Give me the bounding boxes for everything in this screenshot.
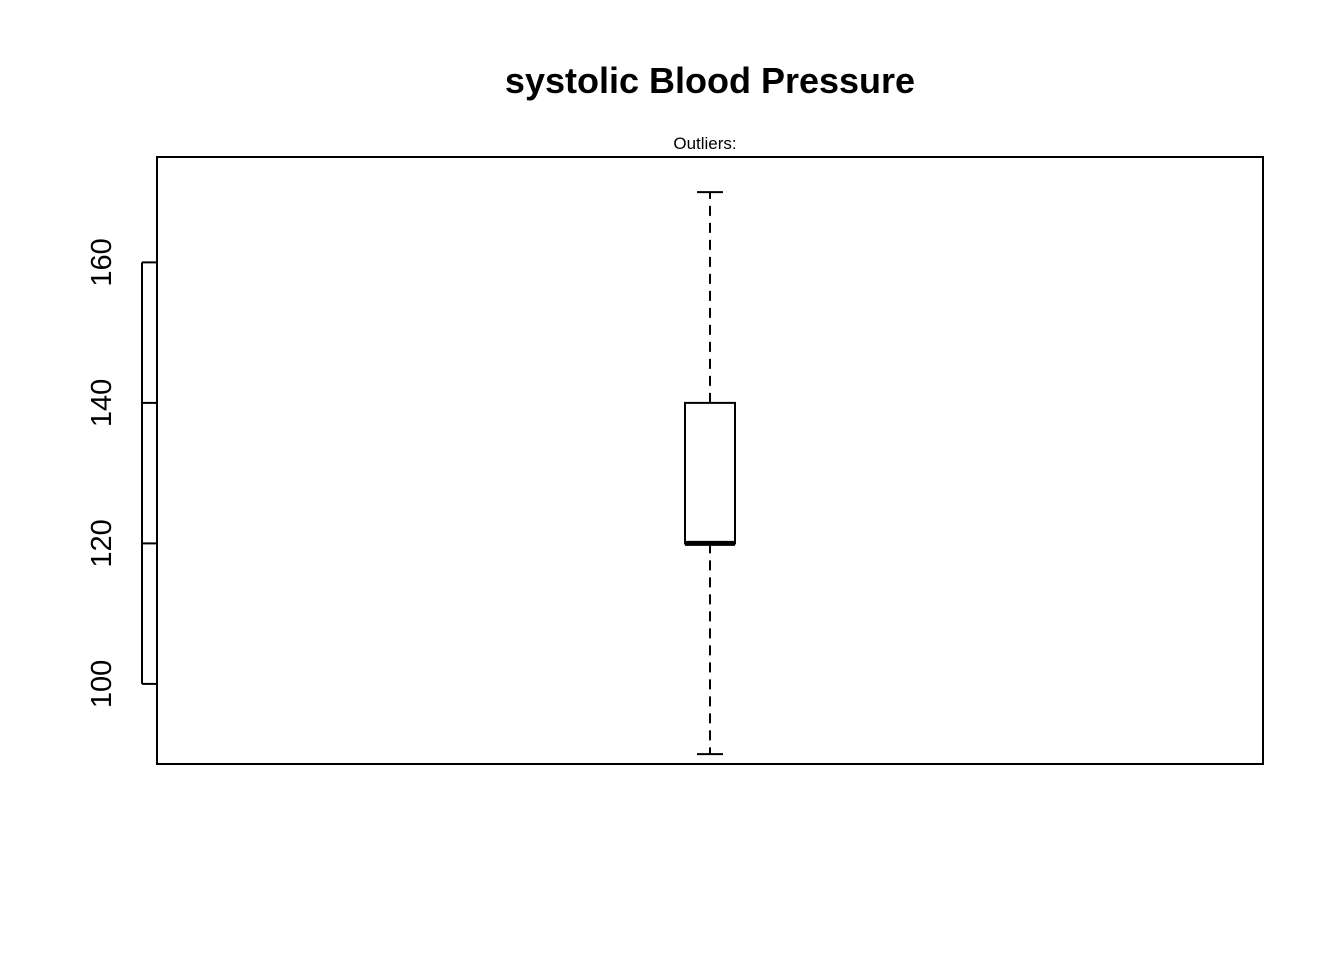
- y-tick-label: 160: [86, 238, 118, 286]
- y-tick-label: 120: [86, 519, 118, 567]
- outliers-label: Outliers:: [673, 134, 736, 153]
- iqr-box: [684, 401, 736, 545]
- box-group: [684, 191, 736, 756]
- y-tick-label: 100: [86, 660, 118, 708]
- chart-title: systolic Blood Pressure: [505, 60, 915, 101]
- y-axis: 100 120 140 160: [86, 238, 157, 708]
- plot-frame: [156, 156, 1264, 765]
- y-tick-label: 140: [86, 379, 118, 427]
